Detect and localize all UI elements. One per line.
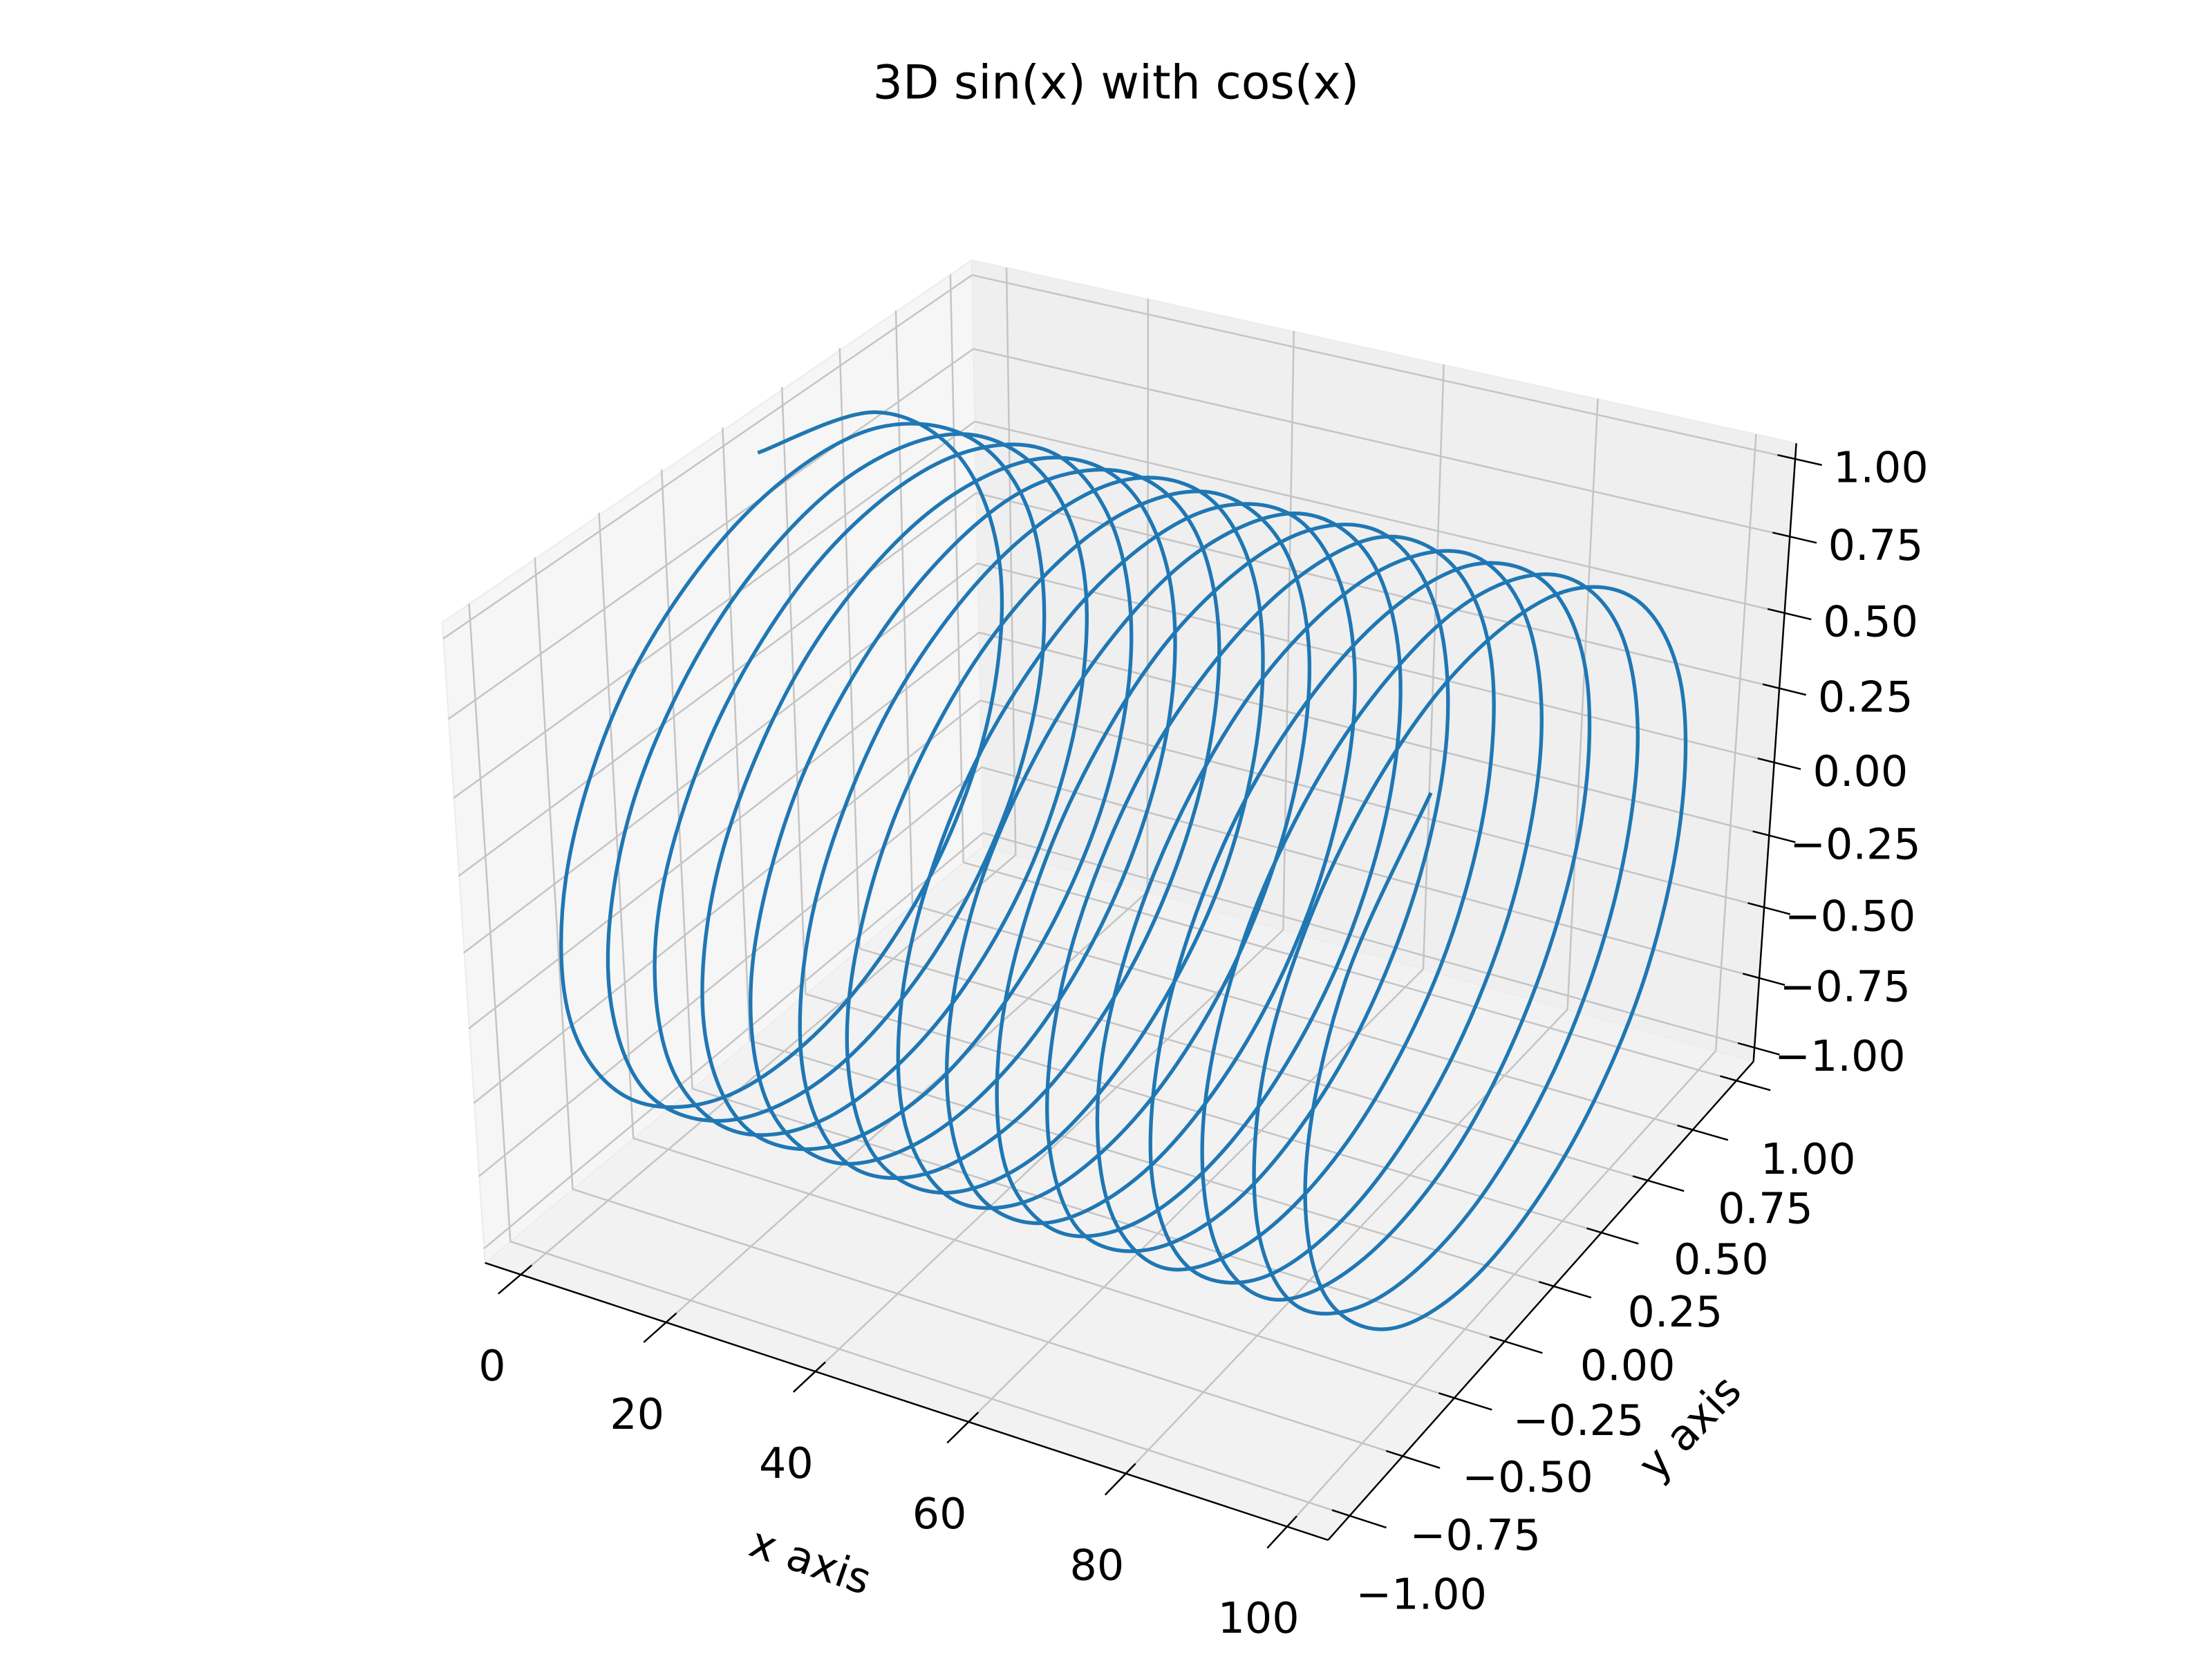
grid-line bbox=[478, 767, 982, 1177]
x-tick-label: 40 bbox=[759, 1438, 814, 1488]
grid-line bbox=[442, 274, 973, 639]
y-tick-mark bbox=[1331, 1509, 1387, 1529]
x-tick-label: 60 bbox=[912, 1489, 967, 1539]
grid-line bbox=[980, 700, 1765, 909]
axes bbox=[485, 443, 1822, 1549]
y-tick-mark bbox=[1677, 1124, 1729, 1141]
x-tick-mark bbox=[1266, 1515, 1297, 1549]
grid-line bbox=[473, 700, 981, 1104]
grid-line bbox=[975, 492, 1781, 690]
z-tick-mark bbox=[1752, 830, 1796, 843]
grid-line bbox=[949, 274, 964, 863]
x-tick-label: 20 bbox=[610, 1389, 664, 1439]
grid-line bbox=[534, 557, 574, 1190]
z-tick-label: −0.50 bbox=[1785, 891, 1916, 941]
z-tick-mark bbox=[1762, 683, 1807, 696]
z-tick-mark bbox=[1747, 902, 1791, 915]
y-axis-line bbox=[1327, 1060, 1754, 1541]
grid-line bbox=[967, 968, 1424, 1423]
grid-line bbox=[520, 854, 1017, 1275]
y-tick-label: 0.00 bbox=[1580, 1341, 1676, 1391]
grid-line bbox=[722, 427, 751, 1041]
grid-line bbox=[974, 420, 1785, 615]
z-tick-label: 0.25 bbox=[1818, 673, 1913, 722]
z-tick-label: −1.00 bbox=[1774, 1031, 1906, 1081]
grid-line bbox=[632, 1137, 1457, 1400]
z-tick-label: 0.00 bbox=[1813, 747, 1909, 796]
z-tick-label: 1.00 bbox=[1833, 443, 1929, 493]
x-tick-mark bbox=[497, 1264, 533, 1295]
y-tick-mark bbox=[1385, 1450, 1441, 1469]
x-tick-mark bbox=[643, 1312, 677, 1343]
grid-line bbox=[447, 348, 974, 720]
z-axis-line bbox=[1752, 443, 1797, 1062]
z-tick-label: 0.75 bbox=[1828, 521, 1924, 570]
z-tick-label: 0.50 bbox=[1823, 597, 1918, 647]
z-tick-mark bbox=[1772, 532, 1817, 544]
grid-line bbox=[1422, 364, 1445, 969]
y-tick-mark bbox=[1539, 1281, 1592, 1299]
x-tick-mark bbox=[1104, 1463, 1136, 1496]
y-tick-mark bbox=[1438, 1392, 1492, 1411]
grid-line bbox=[982, 832, 1755, 1049]
x-tick-label: 100 bbox=[1218, 1593, 1300, 1643]
z-tick-mark bbox=[1757, 757, 1801, 770]
grid-line bbox=[978, 631, 1770, 837]
y-tick-label: −0.50 bbox=[1462, 1452, 1593, 1502]
grid-line bbox=[971, 274, 1796, 460]
y-tick-mark bbox=[1720, 1075, 1771, 1091]
grid-line bbox=[894, 310, 914, 906]
grid-line bbox=[780, 387, 807, 995]
grid-line bbox=[838, 348, 861, 949]
line-3d bbox=[559, 410, 1688, 1331]
y-tick-label: −0.25 bbox=[1513, 1396, 1644, 1445]
grid-line bbox=[509, 1240, 1351, 1517]
y-tick-label: 0.50 bbox=[1674, 1235, 1769, 1284]
z-tick-mark bbox=[1777, 453, 1822, 466]
grid-line bbox=[483, 832, 984, 1250]
grid-line bbox=[463, 562, 978, 954]
chart-title: 3D sin(x) with cos(x) bbox=[873, 55, 1360, 110]
y-tick-label: 1.00 bbox=[1761, 1134, 1856, 1184]
x-tick-label: 80 bbox=[1069, 1541, 1124, 1591]
grid-line bbox=[1005, 268, 1017, 855]
y-tick-mark bbox=[1586, 1227, 1639, 1245]
x-tick-label: 0 bbox=[478, 1341, 505, 1391]
grid-line bbox=[973, 348, 1791, 538]
grid-line bbox=[977, 562, 1775, 764]
z-tick-mark bbox=[1737, 1042, 1780, 1056]
y-tick-label: 0.25 bbox=[1628, 1287, 1723, 1337]
grid-line bbox=[660, 469, 693, 1089]
grid-line bbox=[1286, 1050, 1717, 1528]
z-tick-label: −0.25 bbox=[1790, 819, 1921, 869]
y-tick-mark bbox=[1489, 1335, 1543, 1354]
y-tick-label: 0.75 bbox=[1718, 1184, 1813, 1234]
z-tick-mark bbox=[1767, 608, 1812, 621]
grid-line bbox=[453, 420, 975, 799]
x-axis-line bbox=[485, 1262, 1329, 1541]
marks bbox=[559, 410, 1688, 1331]
grid-line bbox=[468, 603, 512, 1242]
grid-line bbox=[572, 1188, 1405, 1458]
grid-line bbox=[458, 492, 977, 877]
grid-line bbox=[1566, 398, 1599, 1010]
x-tick-mark bbox=[946, 1412, 980, 1444]
grid-line bbox=[598, 512, 635, 1138]
y-tick-mark bbox=[1632, 1175, 1685, 1192]
grid-line bbox=[1714, 434, 1757, 1051]
z-tick-label: −0.75 bbox=[1780, 962, 1911, 1012]
z-tick-mark bbox=[1742, 973, 1785, 986]
y-tick-label: −0.75 bbox=[1410, 1510, 1541, 1560]
x-tick-mark bbox=[792, 1361, 826, 1393]
y-tick-label: −1.00 bbox=[1356, 1570, 1487, 1620]
